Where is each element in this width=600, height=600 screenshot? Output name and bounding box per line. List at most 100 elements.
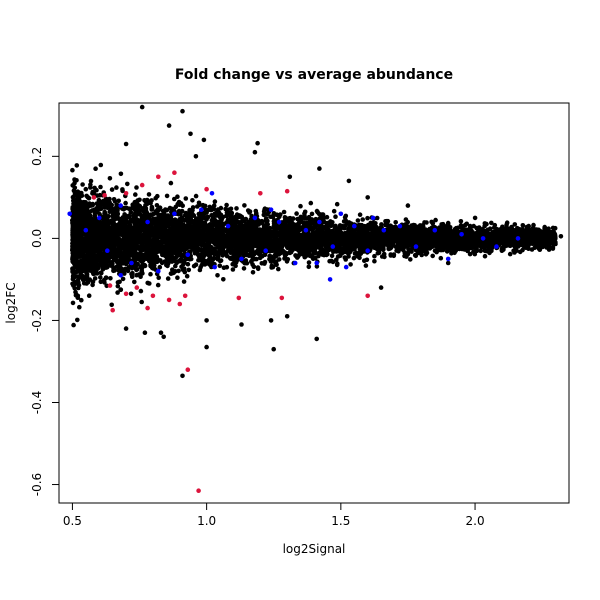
data-point bbox=[133, 192, 138, 197]
data-point bbox=[175, 275, 180, 281]
data-point bbox=[186, 267, 192, 273]
data-point bbox=[125, 181, 130, 187]
data-point bbox=[302, 211, 307, 217]
data-point bbox=[196, 223, 202, 229]
data-point bbox=[144, 244, 150, 249]
data-point bbox=[70, 194, 76, 200]
data-point bbox=[348, 262, 353, 267]
data-point bbox=[292, 228, 297, 233]
data-point bbox=[332, 225, 338, 231]
data-point bbox=[370, 221, 376, 227]
data-point bbox=[224, 202, 229, 208]
data-point bbox=[331, 208, 337, 214]
data-point bbox=[308, 200, 314, 206]
data-point bbox=[324, 214, 330, 220]
data-point bbox=[320, 212, 326, 217]
data-point bbox=[512, 222, 518, 227]
data-point bbox=[211, 203, 217, 208]
data-point bbox=[154, 203, 160, 208]
data-point bbox=[504, 222, 509, 227]
data-point bbox=[334, 201, 340, 207]
data-point bbox=[93, 267, 99, 272]
data-point bbox=[374, 215, 380, 221]
data-point bbox=[108, 276, 113, 281]
data-point bbox=[387, 223, 393, 228]
data-point bbox=[80, 182, 85, 187]
data-point bbox=[337, 253, 343, 258]
data-point bbox=[357, 255, 362, 261]
data-point bbox=[107, 176, 113, 181]
data-point bbox=[334, 257, 339, 263]
data-point bbox=[478, 248, 484, 254]
data-point bbox=[211, 255, 217, 261]
plot-frame bbox=[58, 102, 570, 504]
data-point bbox=[262, 261, 267, 266]
data-point bbox=[379, 254, 385, 259]
data-point bbox=[124, 205, 129, 211]
data-point bbox=[118, 171, 124, 177]
data-point bbox=[138, 288, 144, 294]
data-point bbox=[471, 249, 476, 255]
data-point bbox=[179, 208, 185, 214]
data-point bbox=[267, 253, 272, 259]
data-point bbox=[103, 215, 108, 221]
data-point bbox=[92, 213, 98, 219]
data-point bbox=[360, 217, 366, 222]
data-point bbox=[351, 255, 357, 261]
data-point bbox=[467, 251, 473, 257]
data-point bbox=[314, 264, 320, 269]
data-point bbox=[145, 280, 150, 286]
data-point bbox=[413, 248, 419, 253]
data-point bbox=[108, 263, 114, 268]
data-point bbox=[111, 220, 116, 225]
data-point bbox=[238, 220, 244, 226]
data-point bbox=[429, 219, 434, 225]
data-point bbox=[217, 214, 222, 220]
data-point bbox=[134, 185, 139, 190]
data-point bbox=[230, 267, 236, 272]
data-point bbox=[372, 253, 377, 259]
data-point bbox=[168, 180, 174, 186]
data-point bbox=[173, 204, 179, 210]
data-point bbox=[221, 277, 226, 282]
data-point bbox=[294, 211, 299, 216]
data-point bbox=[86, 293, 92, 299]
data-point bbox=[90, 201, 95, 207]
data-point bbox=[195, 204, 200, 209]
data-point bbox=[98, 275, 103, 280]
data-point bbox=[155, 282, 161, 288]
data-point bbox=[458, 219, 464, 224]
data-point bbox=[265, 211, 270, 217]
data-point bbox=[166, 223, 171, 229]
data-point bbox=[276, 257, 282, 262]
data-point bbox=[182, 260, 187, 265]
data-point bbox=[156, 275, 161, 281]
data-point bbox=[234, 206, 239, 211]
data-point bbox=[114, 264, 120, 270]
data-point bbox=[76, 283, 82, 288]
data-point bbox=[139, 299, 144, 305]
data-point bbox=[357, 212, 363, 217]
data-point bbox=[255, 266, 261, 272]
data-point bbox=[242, 203, 247, 208]
data-point bbox=[365, 215, 370, 221]
data-point bbox=[276, 266, 281, 272]
data-point bbox=[149, 218, 154, 223]
data-point bbox=[115, 283, 121, 289]
data-point bbox=[482, 253, 488, 259]
data-point bbox=[181, 279, 187, 284]
data-point bbox=[297, 252, 302, 258]
data-point bbox=[127, 220, 132, 225]
data-point bbox=[363, 263, 369, 268]
data-point bbox=[433, 217, 438, 223]
data-point bbox=[96, 197, 102, 203]
data-point bbox=[77, 304, 82, 310]
data-point bbox=[178, 256, 184, 262]
data-point bbox=[83, 200, 88, 205]
data-point bbox=[552, 225, 558, 231]
data-point bbox=[287, 216, 292, 221]
data-point bbox=[489, 220, 494, 226]
data-point bbox=[135, 201, 140, 207]
data-point bbox=[282, 215, 288, 220]
